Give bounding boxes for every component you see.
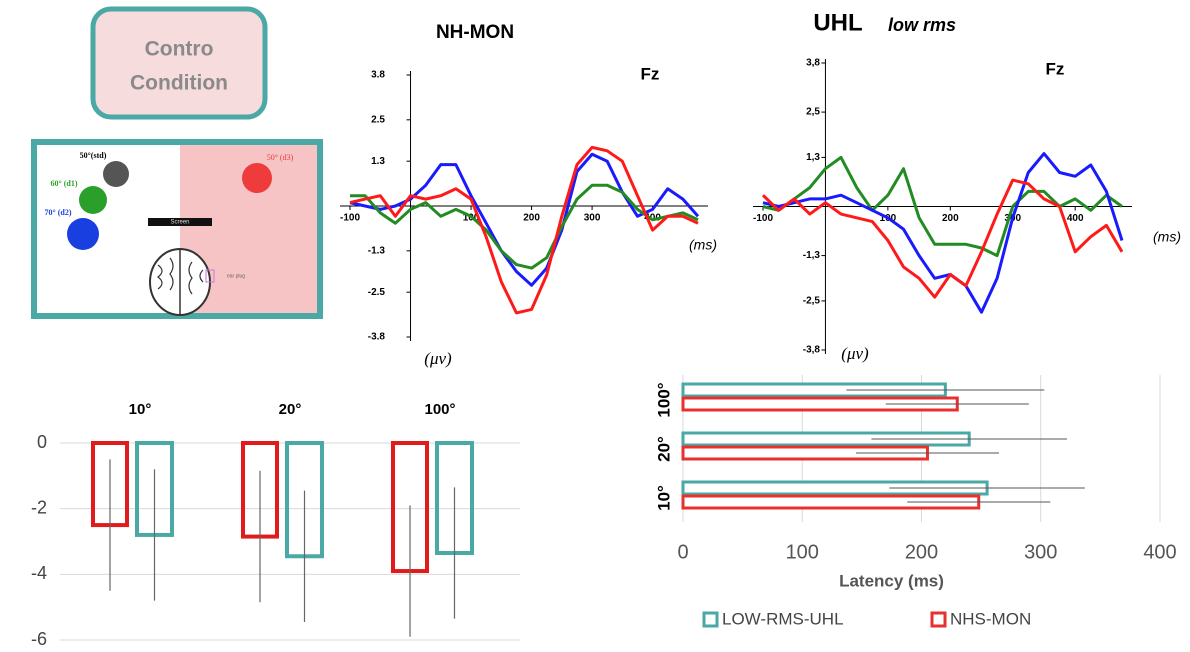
screen <box>148 218 212 226</box>
x-tick-label: 0 <box>677 541 688 563</box>
y-axis-label: (μv) <box>424 349 452 368</box>
x-tick-label: 200 <box>942 213 959 224</box>
y-tick-label: -2 <box>31 497 47 517</box>
y-axis-label: (μv) <box>841 344 869 363</box>
setup-label: 50°(std) <box>80 151 107 160</box>
setup-label: Screen <box>170 220 189 226</box>
brain-folds <box>157 257 204 295</box>
y-tick-label: -3,8 <box>803 345 821 356</box>
x-tick-label: 400 <box>1067 213 1084 224</box>
chart-title: UHL <box>813 9 862 36</box>
category-label: 10° <box>129 401 152 418</box>
x-tick-label: 300 <box>584 213 601 224</box>
y-tick-label: -2,5 <box>803 296 821 307</box>
x-tick-label: -100 <box>340 213 360 224</box>
speaker <box>242 163 272 193</box>
y-tick-label: 1.3 <box>371 156 385 167</box>
category-label: 100° <box>654 382 673 417</box>
x-tick-label: -100 <box>753 213 773 224</box>
y-tick-label: 0 <box>37 432 47 452</box>
y-tick-label: 3.8 <box>371 70 385 81</box>
legend-swatch <box>702 611 719 628</box>
chart-subtitle: low rms <box>888 15 956 35</box>
line-series <box>762 152 1124 314</box>
legend-label: LOW-RMS-UHL <box>722 609 844 628</box>
line-series <box>762 155 1123 258</box>
category-label: 100° <box>424 401 455 418</box>
speaker <box>67 218 99 250</box>
category-label: 20° <box>654 436 673 462</box>
y-tick-label: 2,5 <box>806 107 820 118</box>
setup-label: 70° (d2) <box>45 208 72 217</box>
x-axis-label: Latency (ms) <box>839 571 944 590</box>
y-tick-label: -4 <box>31 563 47 583</box>
line-series <box>350 183 699 270</box>
setup-frame <box>31 139 323 319</box>
category-label: 10° <box>654 485 673 511</box>
line-series <box>349 145 699 315</box>
condition-text: Contro <box>145 38 214 61</box>
x-tick-label: 200 <box>905 541 938 563</box>
setup-label: 60° (d1) <box>51 179 78 188</box>
setup-label: ear plug <box>227 273 245 279</box>
y-tick-label: -2.5 <box>368 287 386 298</box>
condition-box <box>90 6 268 120</box>
line-series <box>761 178 1124 299</box>
category-label: 20° <box>279 401 302 418</box>
y-tick-label: -1,3 <box>803 250 821 261</box>
x-axis-label: (ms) <box>1153 229 1181 245</box>
y-tick-label: -1.3 <box>368 245 386 256</box>
x-tick-label: 200 <box>523 213 540 224</box>
chart-title: NH-MON <box>436 22 514 43</box>
ear-plug <box>205 269 215 283</box>
y-tick-label: 3,8 <box>806 58 820 69</box>
speaker <box>79 186 107 214</box>
x-tick-label: 400 <box>1143 541 1176 563</box>
speaker <box>103 161 129 187</box>
y-tick-label: 1,3 <box>806 152 820 163</box>
x-tick-label: 100 <box>786 541 819 563</box>
y-tick-label: 2.5 <box>371 114 385 125</box>
x-axis-label: (ms) <box>689 237 717 253</box>
y-tick-label: -6 <box>31 629 47 649</box>
channel-label: Fz <box>641 64 660 83</box>
setup-label: 50° (d3) <box>267 153 294 162</box>
legend-label: NHS-MON <box>950 609 1031 628</box>
y-tick-label: -3.8 <box>368 332 386 343</box>
legend-swatch <box>930 611 947 628</box>
condition-text: Condition <box>130 72 228 95</box>
x-tick-label: 300 <box>1024 541 1057 563</box>
channel-label: Fz <box>1046 59 1065 78</box>
